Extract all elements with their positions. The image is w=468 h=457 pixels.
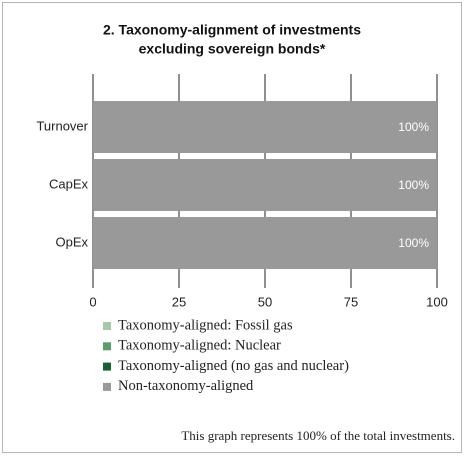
chart-title: 2. Taxonomy-alignment of investments (103, 22, 361, 38)
data-label: 100% (398, 178, 429, 192)
chart-title: excluding sovereign bonds* (139, 41, 326, 57)
x-tick-label: 0 (89, 294, 96, 309)
data-label: 100% (398, 120, 429, 134)
legend-swatch (103, 342, 111, 351)
legend-swatch (103, 382, 111, 391)
footnote: This graph represents 100% of the total … (181, 428, 455, 443)
legend-label: Taxonomy-aligned: Nuclear (118, 338, 281, 354)
y-tick-label: CapEx (49, 176, 89, 191)
frame (2, 2, 462, 453)
x-tick-label: 50 (258, 294, 272, 309)
legend-label: Taxonomy-aligned (no gas and nuclear) (118, 358, 349, 374)
x-tick-label: 25 (172, 294, 186, 309)
x-tick-label: 75 (344, 294, 358, 309)
x-tick-label: 100 (426, 294, 448, 309)
y-tick-label: Turnover (36, 118, 88, 133)
bar (93, 217, 437, 269)
legend-label: Taxonomy-aligned: Fossil gas (118, 317, 293, 333)
bar (93, 159, 437, 211)
data-label: 100% (398, 236, 429, 250)
legend-swatch (103, 362, 111, 371)
y-tick-label: OpEx (55, 234, 88, 249)
legend-swatch (103, 322, 111, 330)
legend-label: Non-taxonomy-aligned (118, 378, 254, 394)
bar (93, 101, 437, 153)
